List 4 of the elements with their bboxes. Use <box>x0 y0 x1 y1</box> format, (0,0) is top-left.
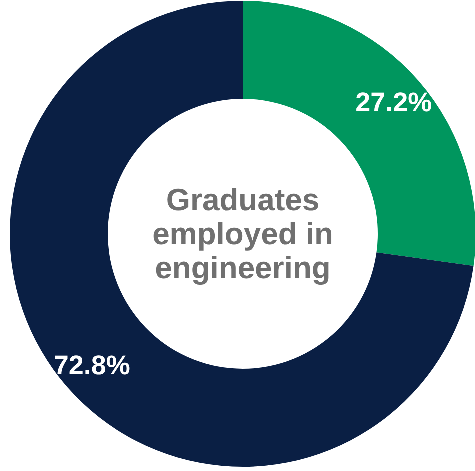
text: Graduates employed in engineering <box>152 182 334 286</box>
data-label: 72.8% <box>54 350 130 380</box>
data-label: 27.2% <box>356 88 432 118</box>
donut-slice <box>10 1 474 467</box>
